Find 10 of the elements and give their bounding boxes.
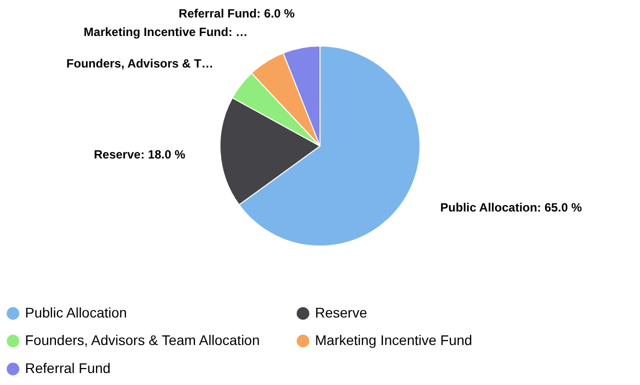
data-label: Founders, Advisors & T… xyxy=(66,56,214,70)
data-label: Public Allocation: 65.0 % xyxy=(440,200,582,214)
data-label: Marketing Incentive Fund: … xyxy=(84,25,248,40)
data-label: Reserve: 18.0 % xyxy=(94,147,186,162)
legend-label: Referral Fund xyxy=(25,360,111,376)
legend-label: Reserve xyxy=(315,304,368,320)
legend-label: Founders, Advisors & Team Allocation xyxy=(25,332,260,348)
legend-label: Public Allocation xyxy=(25,304,127,320)
legend-label: Marketing Incentive Fund xyxy=(315,332,472,348)
data-label: Referral Fund: 6.0 % xyxy=(178,6,296,20)
